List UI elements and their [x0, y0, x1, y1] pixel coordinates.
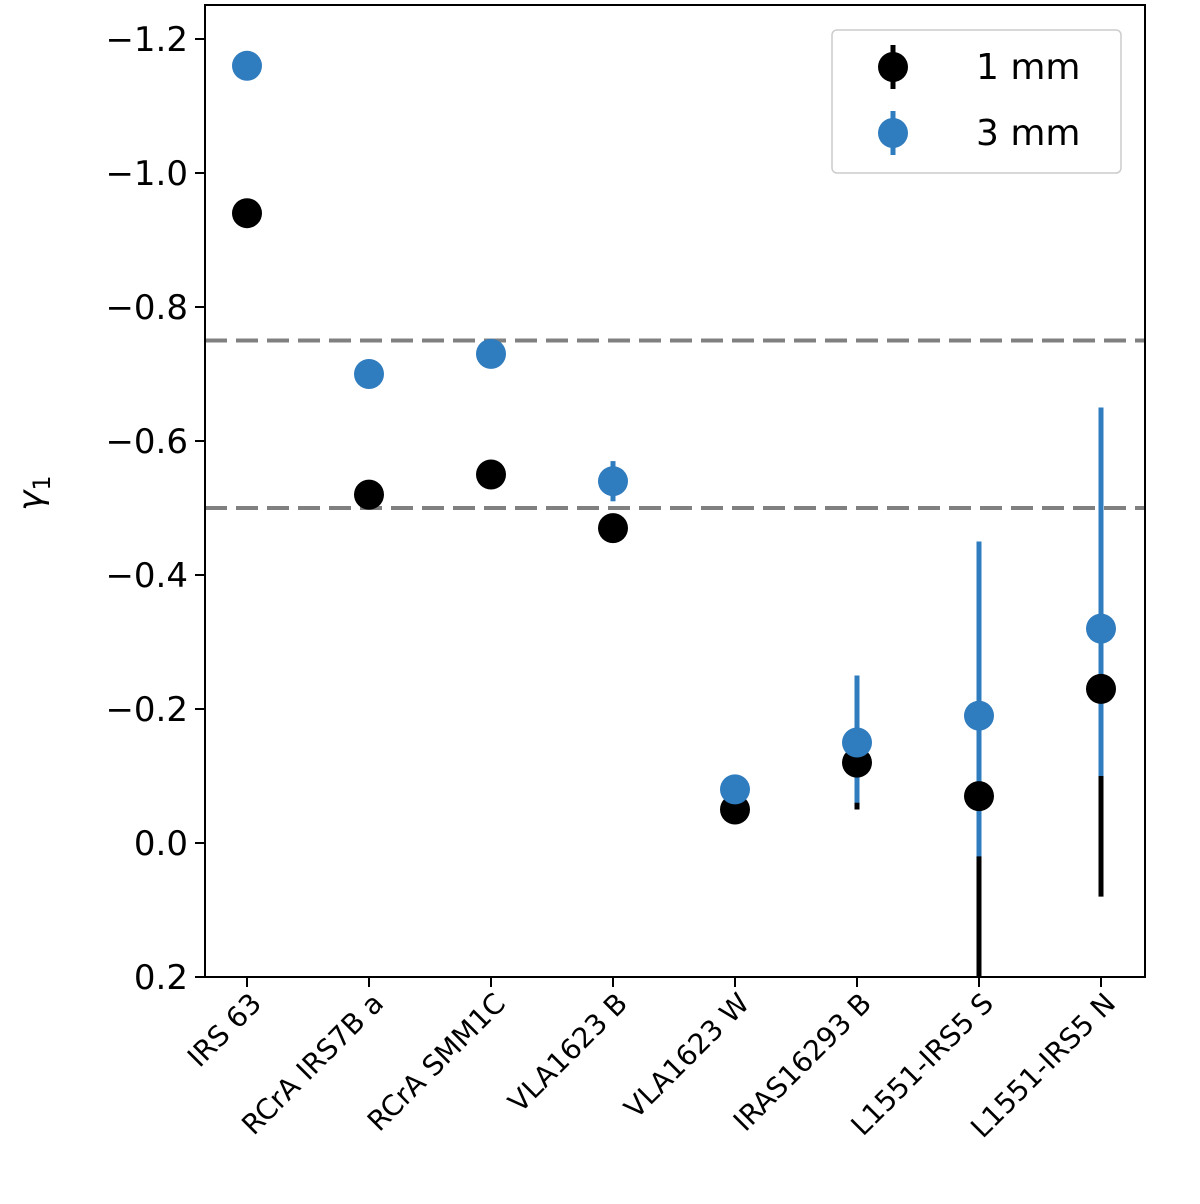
- point-series-0-2: [476, 459, 506, 490]
- point-series-1-2: [476, 338, 506, 369]
- point-series-1-4: [720, 774, 750, 805]
- y-tick-label-4: −0.4: [105, 556, 188, 596]
- point-series-0-6: [964, 781, 994, 812]
- point-series-0-0: [232, 198, 262, 229]
- x-tick-label-3: VLA1623 B: [502, 987, 634, 1119]
- y-tick-label-6: 0.0: [134, 824, 188, 864]
- point-series-0-7: [1086, 673, 1116, 704]
- point-series-1-3: [598, 466, 628, 497]
- y-axis-label-subscript: 1: [28, 475, 56, 490]
- legend-marker-0: [878, 52, 908, 82]
- reference-lines: [205, 338, 1145, 510]
- point-series-1-5: [842, 727, 872, 758]
- point-series-0-1: [354, 479, 384, 510]
- error-bars: [610, 407, 1104, 977]
- y-tick-label-3: −0.6: [105, 422, 188, 462]
- plot-frame: [204, 4, 1146, 978]
- y-axis-label: γ1: [11, 475, 56, 510]
- y-tick-label-5: −0.2: [105, 690, 188, 730]
- y-tick-label-1: −1.0: [105, 154, 188, 194]
- legend-label-1: 3 mm: [976, 113, 1080, 154]
- point-series-1-1: [354, 359, 384, 389]
- x-tick-label-4: VLA1623 W: [618, 987, 756, 1125]
- y-tick-label-0: −1.2: [105, 20, 188, 60]
- y-axis-label-symbol: γ: [11, 489, 51, 511]
- x-tick-label-0: IRS 63: [181, 987, 268, 1074]
- legend-label-0: 1 mm: [976, 47, 1080, 88]
- legend: 1 mm 3 mm: [831, 29, 1122, 174]
- data-points: [232, 50, 1116, 825]
- point-series-1-0: [232, 50, 262, 81]
- point-series-1-7: [1086, 613, 1116, 644]
- y-axis: −1.2 −1.0 −0.8 −0.6 −0.4 −0.2 0.0 0.2: [105, 20, 205, 998]
- point-series-1-6: [964, 700, 994, 731]
- y-tick-label-2: −0.8: [105, 288, 188, 328]
- y-tick-label-7: 0.2: [134, 958, 188, 998]
- legend-marker-1: [878, 118, 908, 148]
- point-series-0-3: [598, 513, 628, 544]
